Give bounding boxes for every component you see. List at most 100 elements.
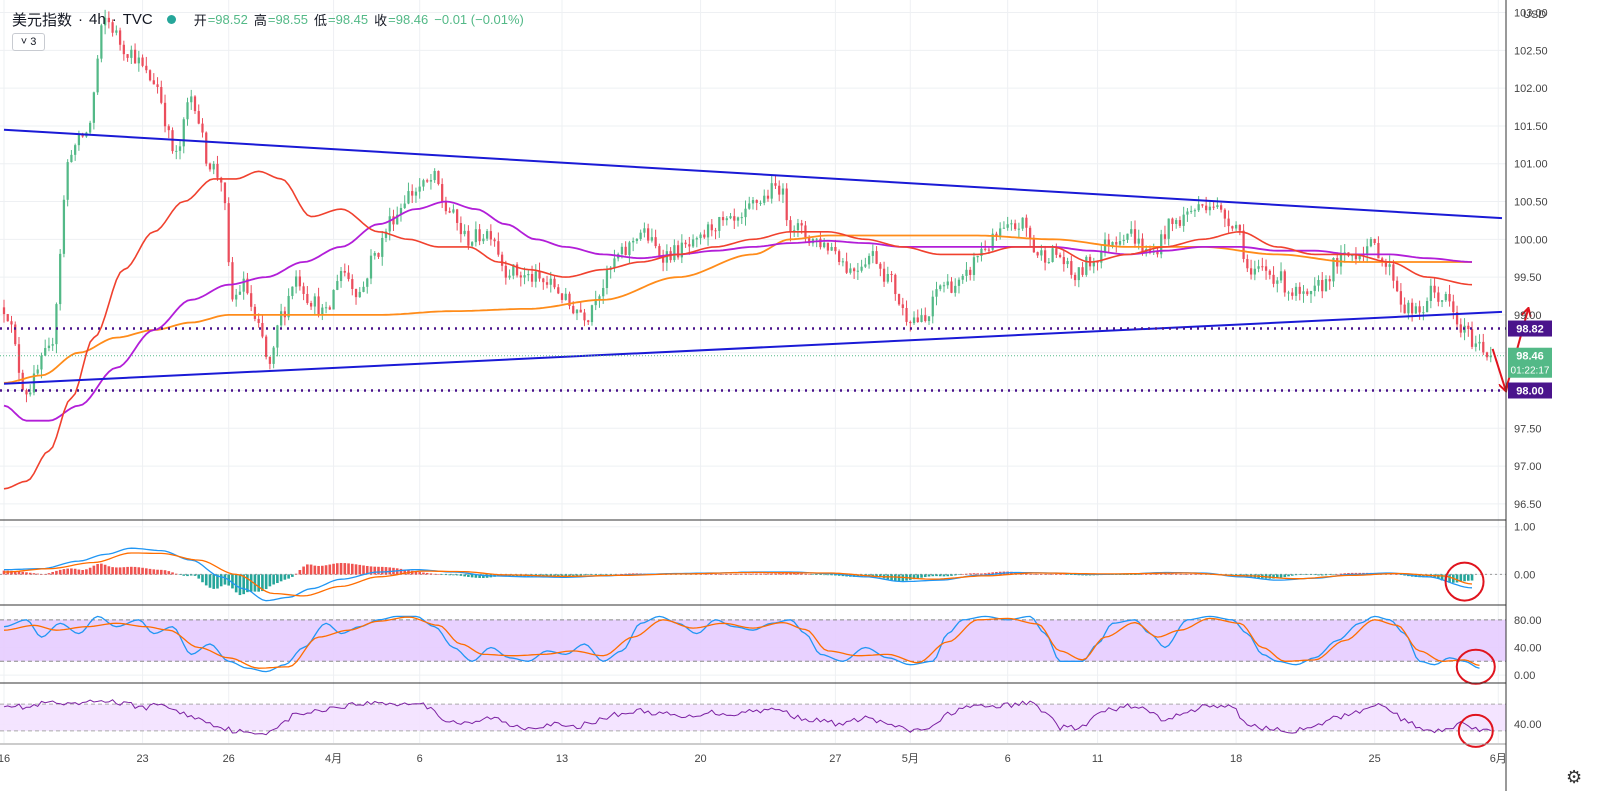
macd-histogram-bar bbox=[1171, 573, 1174, 575]
macd-histogram-bar bbox=[893, 574, 897, 581]
candle-body bbox=[1178, 220, 1182, 226]
candle-body bbox=[1384, 262, 1388, 267]
candle-body bbox=[1115, 241, 1118, 245]
candle-body bbox=[1291, 292, 1294, 296]
price-tick-label: 101.00 bbox=[1514, 159, 1548, 171]
candle-body bbox=[1223, 209, 1226, 219]
candle-body bbox=[1418, 306, 1421, 313]
macd-histogram-bar bbox=[279, 574, 283, 582]
candle-body bbox=[527, 273, 530, 276]
candle-body bbox=[1043, 250, 1047, 263]
candle-body bbox=[1092, 261, 1095, 267]
macd-histogram-bar bbox=[103, 564, 107, 575]
candle-body bbox=[1133, 229, 1137, 244]
price-tick-label: 102.00 bbox=[1514, 83, 1548, 95]
macd-histogram-bar bbox=[1459, 574, 1463, 582]
candle-body bbox=[1283, 271, 1286, 293]
macd-histogram-bar bbox=[1403, 574, 1406, 576]
candle-body bbox=[721, 217, 725, 221]
macd-histogram-bar bbox=[579, 574, 583, 576]
candle-body bbox=[605, 269, 609, 289]
candle-body bbox=[602, 288, 605, 297]
symbol-name[interactable]: 美元指数 bbox=[12, 11, 73, 29]
macd-histogram-bar bbox=[556, 574, 560, 576]
macd-histogram-bar bbox=[777, 573, 781, 575]
candle-body bbox=[1190, 210, 1193, 212]
candle-body bbox=[560, 293, 564, 300]
macd-histogram-bar bbox=[568, 574, 571, 576]
candle-body bbox=[148, 70, 152, 81]
macd-histogram-bar bbox=[1032, 574, 1036, 575]
macd-histogram-bar bbox=[628, 573, 631, 575]
candle-body bbox=[122, 44, 125, 55]
candle-body bbox=[306, 293, 309, 304]
time-tick-label: 6月 bbox=[1490, 753, 1507, 765]
macd-histogram-bar bbox=[624, 573, 627, 575]
macd-histogram-bar bbox=[1313, 574, 1317, 576]
candle-body bbox=[1339, 254, 1343, 267]
candle-body bbox=[759, 202, 762, 204]
candle-body bbox=[347, 272, 350, 280]
candle-body bbox=[587, 320, 590, 323]
macd-histogram-bar bbox=[25, 572, 28, 575]
candle-body bbox=[1302, 291, 1305, 294]
gear-icon[interactable]: ⚙ bbox=[1566, 767, 1583, 787]
candle-body bbox=[714, 230, 717, 232]
candle-body bbox=[1425, 300, 1429, 313]
close-value: =98.46 bbox=[388, 11, 429, 27]
macd-histogram-bar bbox=[384, 567, 388, 575]
candle-body bbox=[744, 208, 747, 218]
candle-body bbox=[1324, 279, 1328, 292]
candle-body bbox=[396, 214, 399, 225]
price-tick-label: 103.00 bbox=[1514, 8, 1548, 20]
macd-histogram-bar bbox=[1463, 574, 1466, 582]
candle-body bbox=[137, 57, 140, 64]
macd-histogram-bar bbox=[553, 574, 556, 576]
macd-histogram-bar bbox=[152, 569, 156, 575]
candle-body bbox=[429, 180, 433, 182]
candle-body bbox=[1388, 264, 1391, 267]
macd-histogram-bar bbox=[879, 574, 882, 578]
macd-signal-line bbox=[4, 552, 1473, 597]
macd-histogram-bar bbox=[826, 574, 830, 576]
candle-body bbox=[545, 282, 549, 285]
candle-body bbox=[1100, 251, 1103, 263]
macd-histogram-bar bbox=[916, 574, 920, 579]
candle-body bbox=[294, 276, 298, 287]
candle-body bbox=[639, 232, 642, 239]
candle-body bbox=[1085, 256, 1088, 275]
macd-histogram-bar bbox=[740, 573, 744, 575]
candle-body bbox=[384, 231, 388, 238]
macd-histogram-bar bbox=[294, 573, 298, 575]
macd-histogram-bar bbox=[28, 572, 32, 575]
indicators-toggle-button[interactable]: ˅ 3 bbox=[12, 33, 45, 51]
macd-histogram-bar bbox=[1339, 573, 1343, 575]
candle-body bbox=[961, 275, 964, 280]
macd-histogram-bar bbox=[931, 574, 935, 577]
candle-body bbox=[676, 245, 680, 258]
candle-body bbox=[418, 186, 421, 192]
macd-histogram-bar bbox=[306, 564, 309, 575]
candle-body bbox=[1051, 248, 1054, 262]
close-label: 收 bbox=[374, 12, 388, 28]
macd-histogram-bar bbox=[81, 569, 84, 575]
macd-histogram-bar bbox=[571, 574, 575, 576]
candle-body bbox=[1047, 261, 1050, 263]
macd-histogram-bar bbox=[515, 574, 519, 577]
candle-body bbox=[2, 307, 6, 315]
candle-body bbox=[336, 281, 339, 290]
macd-histogram-bar bbox=[1302, 574, 1305, 575]
candle-body bbox=[1171, 218, 1174, 225]
candle-body bbox=[725, 218, 728, 221]
macd-histogram-bar bbox=[141, 567, 144, 575]
macd-histogram-bar bbox=[362, 565, 365, 575]
interval[interactable]: 4h bbox=[89, 10, 106, 28]
macd-histogram-bar bbox=[714, 574, 717, 575]
macd-histogram-bar bbox=[1058, 574, 1062, 575]
macd-histogram-bar bbox=[1122, 574, 1126, 575]
macd-histogram-bar bbox=[968, 573, 972, 575]
macd-histogram-bar bbox=[309, 564, 313, 575]
candle-body bbox=[40, 355, 43, 370]
candle-body bbox=[1294, 286, 1298, 296]
